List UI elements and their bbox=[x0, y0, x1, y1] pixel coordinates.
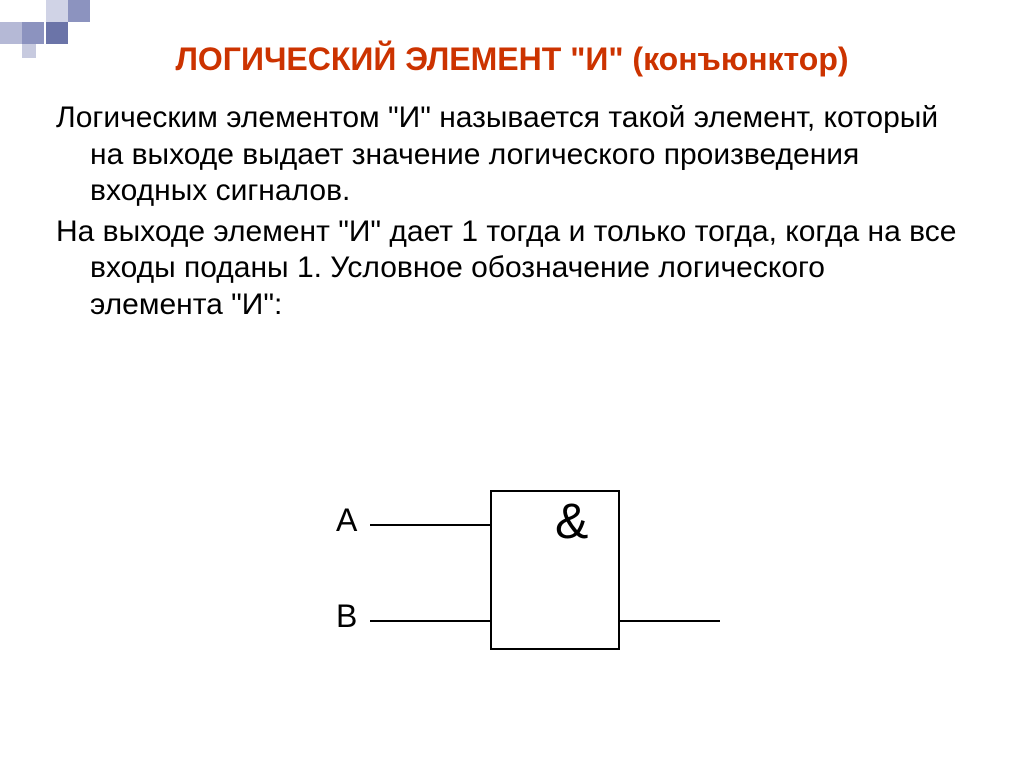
slide-body: Логическим элементом "И" называется тако… bbox=[56, 100, 966, 328]
slide: ЛОГИЧЕСКИЙ ЭЛЕМЕНТ "И" (конъюнктор) Логи… bbox=[0, 0, 1024, 767]
input-wire bbox=[370, 524, 490, 526]
logic-gate-diagram: & А В bbox=[330, 480, 700, 680]
input-label: В bbox=[336, 598, 357, 635]
output-wire bbox=[620, 620, 720, 622]
paragraph: На выходе элемент "И" дает 1 тогда и тол… bbox=[56, 214, 966, 324]
slide-title: ЛОГИЧЕСКИЙ ЭЛЕМЕНТ "И" (конъюнктор) bbox=[0, 42, 1024, 77]
decoration-square bbox=[46, 22, 68, 44]
gate-symbol: & bbox=[555, 492, 588, 550]
decoration-square bbox=[22, 22, 44, 44]
decoration-square bbox=[46, 0, 68, 22]
paragraph: Логическим элементом "И" называется тако… bbox=[56, 100, 966, 210]
input-label: А bbox=[336, 502, 357, 539]
decoration-square bbox=[68, 0, 90, 22]
decoration-square bbox=[0, 22, 22, 44]
input-wire bbox=[370, 620, 490, 622]
